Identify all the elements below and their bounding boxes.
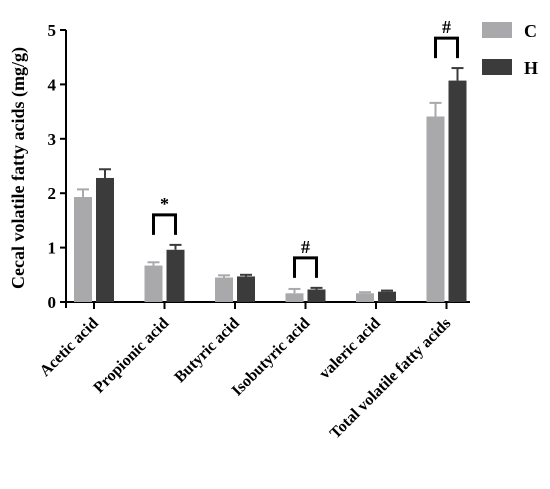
x-category-label: Propionic acid	[90, 315, 172, 397]
significance-marker: *	[160, 194, 169, 214]
x-category-label: Acetic acid	[37, 315, 102, 380]
bar-h-isobutyric-acid	[307, 289, 326, 302]
significance-bracket	[293, 256, 318, 278]
legend-label-c: C	[524, 21, 537, 41]
y-tick-label: 2	[48, 184, 57, 203]
bar-h-acetic-acid	[96, 177, 114, 302]
bar-c-isobutyric-acid	[285, 293, 304, 302]
bar-h-valeric-acid	[378, 291, 396, 302]
legend-swatch-h	[482, 59, 512, 75]
bars	[74, 80, 467, 302]
x-category-label: valeric acid	[316, 315, 384, 383]
significance-bracket	[152, 213, 177, 235]
bar-h-butyric-acid	[237, 276, 255, 302]
y-tick-label: 5	[48, 21, 57, 40]
bar-c-butyric-acid	[215, 277, 233, 302]
bar-c-acetic-acid	[74, 197, 92, 302]
bar-h-total-volatile-fatty-acids	[448, 80, 467, 302]
significance-bracket	[434, 36, 459, 59]
y-tick-label: 4	[48, 75, 57, 94]
y-tick-label: 3	[48, 130, 57, 149]
y-axis-title-group: Cecal volatile fatty acids (mg/g)	[8, 47, 29, 289]
y-tick-label: 1	[48, 239, 57, 258]
bar-c-propionic-acid	[144, 265, 163, 302]
axes	[65, 30, 470, 308]
error-bars	[77, 67, 464, 294]
y-tick-label: 0	[48, 293, 57, 312]
legend-swatch-c	[482, 22, 512, 38]
legend-label-h: H	[524, 58, 538, 78]
bar-c-valeric-acid	[356, 293, 374, 302]
x-category-label: Butyric acid	[171, 315, 242, 386]
significance-marker: #	[442, 17, 451, 37]
y-axis-title: Cecal volatile fatty acids (mg/g)	[8, 47, 29, 289]
legend: CH	[482, 21, 538, 78]
x-category-label: Total volatile fatty acids	[327, 315, 455, 443]
bar-h-propionic-acid	[166, 249, 185, 302]
bar-c-total-volatile-fatty-acids	[426, 116, 445, 302]
y-ticks: 0 1 2 3 4 5	[48, 21, 66, 312]
significance-brackets: * # #	[152, 17, 459, 278]
significance-marker: #	[301, 237, 310, 257]
